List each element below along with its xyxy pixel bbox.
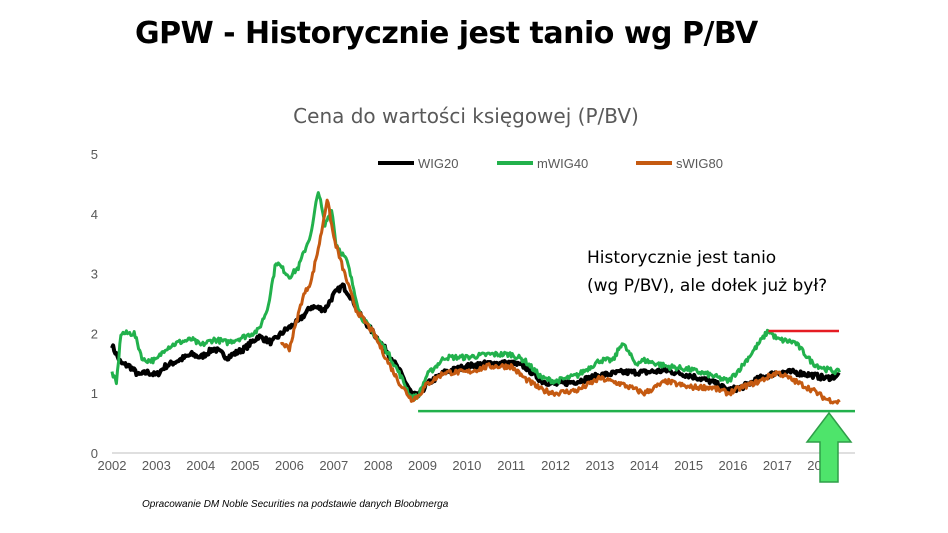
series-line-mwig40	[110, 191, 841, 402]
x-tick-label: 2009	[408, 458, 437, 473]
up-arrow-icon	[805, 411, 853, 483]
x-tick-label: 2017	[763, 458, 792, 473]
y-tick-label: 2	[91, 326, 98, 341]
x-tick-label: 2015	[674, 458, 703, 473]
x-axis: 2002 2003 2004 2005 2006 2007 2008 2009 2010 2011…	[98, 458, 837, 473]
x-tick-label: 2003	[142, 458, 171, 473]
series-group	[110, 191, 841, 405]
x-tick-label: 2016	[719, 458, 748, 473]
x-tick-label: 2007	[319, 458, 348, 473]
source-note: Opracowanie DM Noble Securities na podst…	[142, 499, 449, 510]
y-tick-label: 1	[91, 386, 98, 401]
y-tick-label: 4	[91, 207, 98, 222]
x-tick-label: 2012	[541, 458, 570, 473]
legend-label: WIG20	[418, 156, 458, 171]
y-tick-label: 3	[91, 267, 98, 282]
x-tick-label: 2014	[630, 458, 659, 473]
annotation-line-1: Historycznie jest tanio	[587, 248, 776, 268]
chart-title: Cena do wartości księgowej (P/BV)	[293, 104, 639, 128]
legend: WIG20 mWIG40 sWIG80	[378, 156, 723, 171]
x-tick-label: 2002	[98, 458, 127, 473]
series-line-swig80	[279, 198, 841, 405]
y-axis: 0 1 2 3 4 5	[91, 147, 98, 461]
slide-title: GPW - Historycznie jest tanio wg P/BV	[135, 16, 758, 51]
x-tick-label: 2010	[452, 458, 481, 473]
x-tick-label: 2013	[585, 458, 614, 473]
legend-label: sWIG80	[676, 156, 723, 171]
x-tick-label: 2006	[275, 458, 304, 473]
x-tick-label: 2005	[231, 458, 260, 473]
x-tick-label: 2004	[186, 458, 215, 473]
annotation-line-2: (wg P/BV), ale dołek już był?	[587, 276, 827, 296]
legend-label: mWIG40	[537, 156, 588, 171]
y-tick-label: 5	[91, 147, 98, 162]
x-tick-label: 2008	[364, 458, 393, 473]
x-tick-label: 2011	[497, 458, 525, 473]
y-tick-label: 0	[91, 446, 98, 461]
